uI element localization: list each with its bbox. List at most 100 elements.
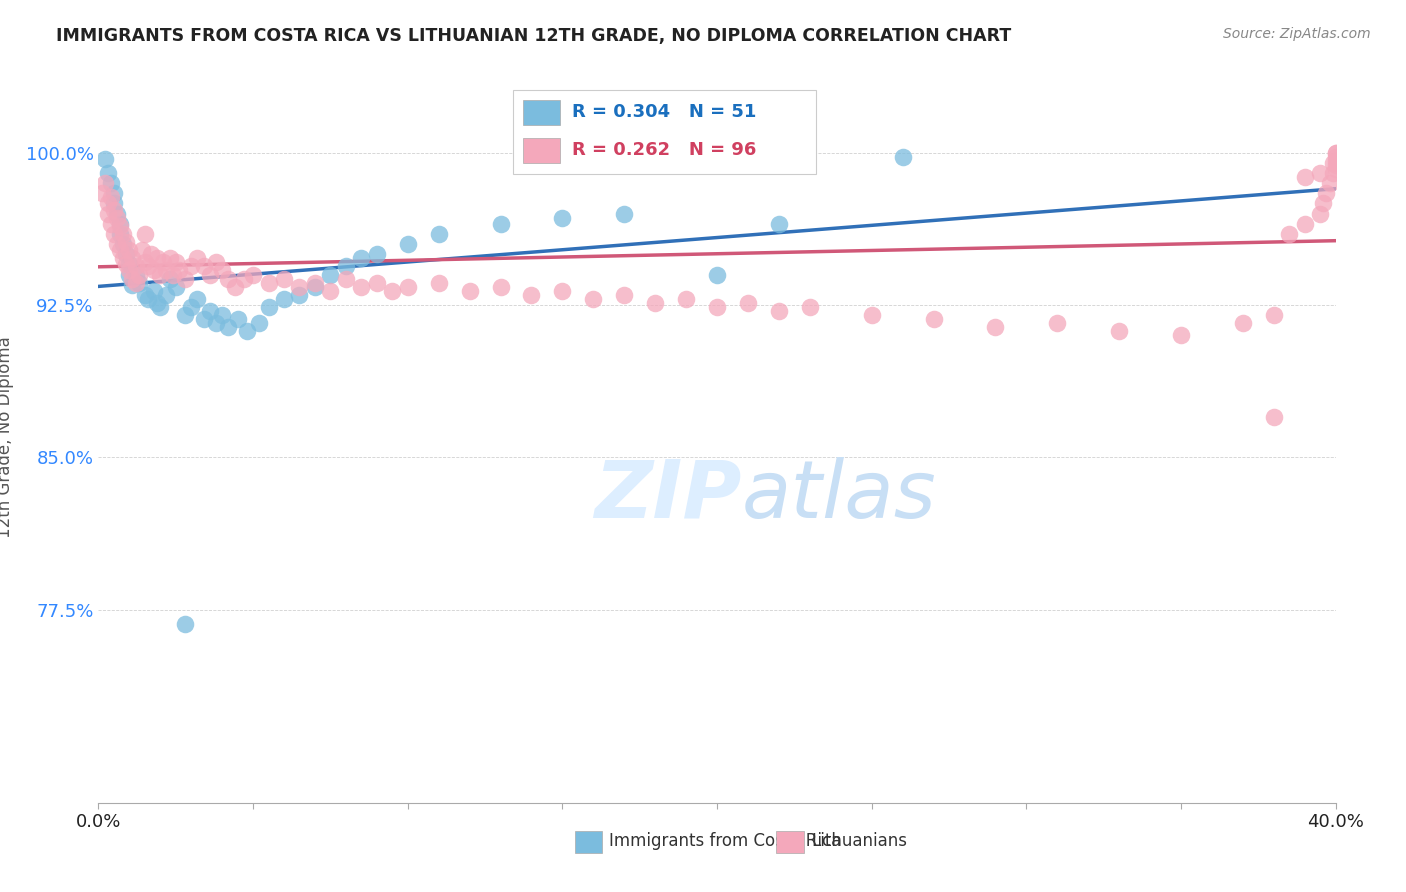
Point [366, 247, 388, 261]
Point [1294, 169, 1316, 184]
Point [180, 260, 202, 274]
Point [124, 268, 146, 282]
Point [100, 217, 122, 231]
Point [159, 271, 181, 285]
Point [737, 296, 759, 310]
FancyBboxPatch shape [523, 100, 560, 125]
Point [112, 227, 135, 241]
Point [1322, 156, 1344, 170]
Point [108, 243, 131, 257]
Point [152, 255, 174, 269]
Point [644, 296, 666, 310]
Text: atlas: atlas [742, 457, 936, 534]
Point [162, 268, 184, 282]
Point [105, 206, 128, 220]
Text: ZIP: ZIP [595, 457, 742, 534]
Point [108, 219, 131, 233]
Point [427, 227, 450, 241]
Point [93, 176, 115, 190]
Point [143, 263, 166, 277]
Point [159, 252, 181, 266]
Point [146, 296, 169, 310]
Point [155, 263, 177, 277]
Text: Immigrants from Costa Rica: Immigrants from Costa Rica [609, 832, 842, 850]
Point [1108, 325, 1130, 339]
Point [134, 227, 156, 241]
Point [134, 288, 156, 302]
Point [613, 206, 636, 220]
Point [551, 211, 574, 225]
Point [124, 276, 146, 290]
Point [922, 312, 945, 326]
Point [100, 176, 122, 190]
Point [103, 227, 125, 241]
Point [97, 206, 120, 220]
Point [304, 276, 326, 290]
Point [121, 277, 143, 292]
Point [167, 263, 190, 277]
Point [193, 312, 215, 326]
Point [288, 288, 311, 302]
Point [180, 300, 202, 314]
Point [124, 260, 146, 274]
Point [205, 255, 228, 269]
Point [396, 237, 419, 252]
Point [350, 279, 373, 293]
Point [193, 260, 215, 274]
Point [366, 276, 388, 290]
Point [108, 227, 131, 241]
Point [103, 196, 125, 211]
Point [198, 304, 221, 318]
Point [103, 202, 125, 217]
Point [257, 300, 280, 314]
Point [1324, 150, 1347, 164]
Point [319, 268, 342, 282]
Point [1309, 166, 1331, 180]
Point [112, 252, 135, 266]
Point [165, 255, 187, 269]
Point [1315, 186, 1337, 201]
Point [224, 279, 246, 293]
Point [1319, 176, 1341, 190]
Point [381, 284, 404, 298]
FancyBboxPatch shape [575, 830, 602, 853]
Point [118, 257, 141, 271]
Point [489, 217, 512, 231]
Point [174, 617, 197, 632]
Point [149, 268, 172, 282]
Point [121, 271, 143, 285]
Point [1324, 145, 1347, 160]
Point [350, 252, 373, 266]
Point [706, 300, 728, 314]
Point [186, 292, 208, 306]
Point [211, 263, 233, 277]
Point [1294, 217, 1316, 231]
Point [1309, 206, 1331, 220]
Point [427, 276, 450, 290]
Point [146, 252, 169, 266]
Point [768, 304, 790, 318]
Point [115, 247, 138, 261]
Point [335, 260, 357, 274]
Y-axis label: 12th Grade, No Diploma: 12th Grade, No Diploma [0, 336, 14, 538]
Point [984, 320, 1007, 334]
Point [489, 279, 512, 293]
Point [1322, 166, 1344, 180]
Point [1324, 153, 1347, 168]
Point [136, 292, 159, 306]
Point [304, 279, 326, 293]
Point [128, 268, 150, 282]
Point [273, 271, 295, 285]
Point [1312, 196, 1334, 211]
Point [1232, 316, 1254, 330]
Point [112, 237, 135, 252]
Point [458, 284, 481, 298]
Point [205, 316, 228, 330]
Point [186, 252, 208, 266]
Point [613, 288, 636, 302]
Point [105, 237, 128, 252]
Point [217, 271, 239, 285]
FancyBboxPatch shape [513, 90, 815, 174]
Point [1046, 316, 1069, 330]
Point [242, 268, 264, 282]
